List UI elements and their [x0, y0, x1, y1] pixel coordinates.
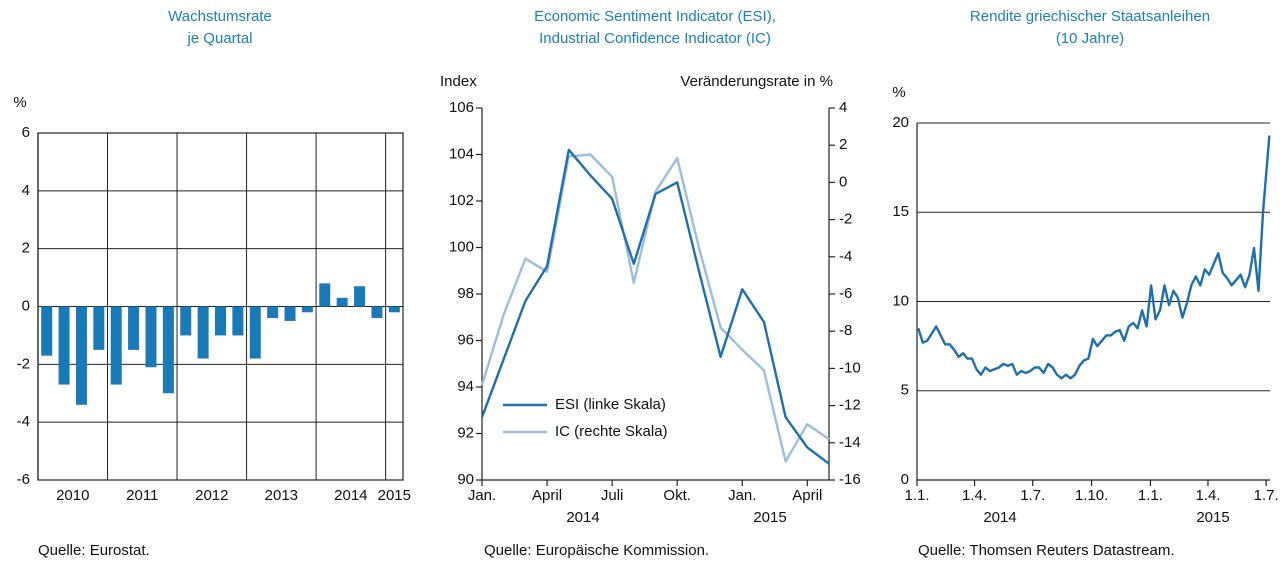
- x-tick-label: April: [532, 487, 562, 504]
- x-tick-label: 1.4.: [1195, 487, 1220, 504]
- x-tick-label: 2013: [265, 487, 298, 504]
- y2-tick-label: 4: [839, 99, 847, 116]
- bar: [354, 286, 366, 307]
- y-tick-label: 2: [22, 240, 30, 257]
- y2-tick-label: -6: [839, 285, 852, 302]
- bar: [215, 306, 226, 336]
- x-tick-label: 1.10.: [1075, 487, 1108, 504]
- data-line: [480, 148, 830, 465]
- year-label: 2015: [1196, 509, 1229, 526]
- y-unit: %: [892, 84, 905, 101]
- x-tick-label: 2012: [195, 487, 228, 504]
- chart-title: je Quartal: [186, 30, 252, 47]
- data-line: [917, 135, 1271, 380]
- x-tick-label: 1.7.: [1254, 487, 1279, 504]
- y-tick-label: 0: [22, 297, 30, 314]
- year-label: 2014: [983, 509, 1016, 526]
- bar: [371, 306, 383, 319]
- y-tick-label: -4: [17, 413, 30, 430]
- y2-tick-label: -10: [839, 359, 861, 376]
- y2-tick-label: -8: [839, 322, 852, 339]
- x-tick-label: 1.4.: [962, 487, 987, 504]
- y-tick-label: 20: [892, 114, 909, 131]
- y2-tick-label: -16: [839, 471, 861, 488]
- y-tick-label: 102: [449, 192, 474, 209]
- y-tick-label: 92: [457, 424, 474, 441]
- chart-title: (10 Jahre): [1056, 30, 1124, 47]
- y-tick-label: -6: [17, 471, 30, 488]
- y-tick-label: 6: [22, 124, 30, 141]
- bar: [388, 306, 400, 313]
- x-tick-label: 1.1.: [904, 487, 929, 504]
- y-tick-label: 96: [457, 331, 474, 348]
- source-note: Quelle: Eurostat.: [38, 542, 150, 559]
- y-axis-label: Index: [440, 73, 477, 90]
- bar: [197, 306, 209, 359]
- bar: [301, 306, 313, 313]
- bar: [110, 306, 122, 385]
- bar: [75, 306, 87, 405]
- y-tick-label: 4: [22, 182, 30, 199]
- chart-title: Wachstumsrate: [168, 8, 272, 25]
- x-tick-label: Jan.: [728, 487, 756, 504]
- y2-tick-label: 0: [839, 173, 847, 190]
- y2-tick-label: -2: [839, 211, 852, 228]
- bar: [162, 306, 174, 394]
- y2-tick-label: -14: [839, 434, 861, 451]
- y-tick-label: 100: [449, 238, 474, 255]
- bar: [249, 306, 261, 359]
- y2-axis-label: Veränderungsrate in %: [680, 73, 833, 90]
- y-tick-label: 106: [449, 99, 474, 116]
- y-tick-label: 98: [457, 285, 474, 302]
- x-tick-label: 2011: [126, 487, 158, 504]
- y-unit: %: [13, 94, 26, 111]
- y-tick-label: -2: [17, 355, 30, 372]
- y-tick-label: 90: [457, 471, 474, 488]
- x-tick-label: Okt.: [663, 487, 691, 504]
- x-tick-label: 1.1.: [1138, 487, 1163, 504]
- source-note: Quelle: Europäische Kommission.: [484, 542, 709, 559]
- x-tick-label: Juli: [601, 487, 624, 504]
- year-label: 2014: [566, 509, 599, 526]
- bar: [336, 297, 348, 307]
- plot-frame: [37, 132, 404, 481]
- x-tick-label: April: [792, 487, 822, 504]
- legend-label: ESI (linke Skala): [555, 396, 666, 413]
- x-tick-label: 1.7.: [1020, 487, 1045, 504]
- bar: [41, 306, 53, 356]
- chart-title: Industrial Confidence Indicator (IC): [539, 30, 771, 47]
- bar: [319, 283, 331, 307]
- bar: [267, 306, 279, 319]
- legend-label: IC (rechte Skala): [555, 423, 668, 440]
- y-tick-label: 0: [901, 471, 909, 488]
- y2-tick-label: 2: [839, 136, 847, 153]
- y-tick-label: 104: [449, 145, 474, 162]
- year-label: 2015: [753, 509, 786, 526]
- bar: [58, 306, 70, 385]
- data-line: [480, 153, 830, 463]
- y-tick-label: 15: [892, 203, 909, 220]
- x-tick-label: 2015: [378, 487, 411, 504]
- y-tick-label: 94: [457, 378, 474, 395]
- bar: [128, 306, 140, 350]
- x-tick-label: Jan.: [468, 487, 496, 504]
- source-note: Quelle: Thomsen Reuters Datastream.: [918, 542, 1175, 559]
- bar: [145, 306, 157, 368]
- bar: [93, 306, 105, 350]
- bar: [284, 306, 296, 321]
- bar: [232, 306, 244, 336]
- bar: [180, 306, 192, 336]
- x-tick-label: 2010: [56, 487, 89, 504]
- y-tick-label: 10: [892, 292, 909, 309]
- y2-tick-label: -12: [839, 397, 861, 414]
- chart-title: Rendite griechischer Staatsanleihen: [970, 8, 1210, 25]
- y-tick-label: 5: [901, 382, 909, 399]
- y2-tick-label: -4: [839, 248, 852, 265]
- chart-title: Economic Sentiment Indicator (ESI),: [534, 8, 776, 25]
- x-tick-label: 2014: [334, 487, 367, 504]
